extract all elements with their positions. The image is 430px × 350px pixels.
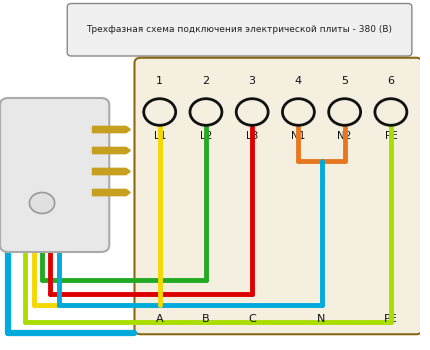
Circle shape <box>329 99 361 125</box>
Text: PE: PE <box>384 314 398 323</box>
Text: 3: 3 <box>249 76 256 86</box>
Circle shape <box>190 99 222 125</box>
Text: 2: 2 <box>203 76 209 86</box>
Text: N: N <box>317 314 326 323</box>
Circle shape <box>29 193 55 214</box>
FancyArrow shape <box>92 147 130 154</box>
FancyBboxPatch shape <box>67 4 412 56</box>
Text: Трехфазная схема подключения электрической плиты - 380 (В): Трехфазная схема подключения электрическ… <box>86 25 393 34</box>
FancyArrow shape <box>92 126 130 133</box>
Text: PE: PE <box>384 131 397 141</box>
Text: L1: L1 <box>154 131 166 141</box>
Text: L2: L2 <box>200 131 212 141</box>
Circle shape <box>283 99 314 125</box>
Text: N2: N2 <box>338 131 352 141</box>
Text: L3: L3 <box>246 131 258 141</box>
FancyArrow shape <box>92 168 130 175</box>
Circle shape <box>375 99 407 125</box>
Text: B: B <box>202 314 210 323</box>
Circle shape <box>236 99 268 125</box>
FancyArrow shape <box>92 189 130 196</box>
Text: 6: 6 <box>387 76 394 86</box>
Text: 5: 5 <box>341 76 348 86</box>
FancyBboxPatch shape <box>135 58 422 334</box>
Text: C: C <box>248 314 256 323</box>
FancyBboxPatch shape <box>0 98 109 252</box>
Text: A: A <box>156 314 163 323</box>
Text: N1: N1 <box>291 131 306 141</box>
Text: 4: 4 <box>295 76 302 86</box>
Circle shape <box>144 99 176 125</box>
Text: 1: 1 <box>156 76 163 86</box>
